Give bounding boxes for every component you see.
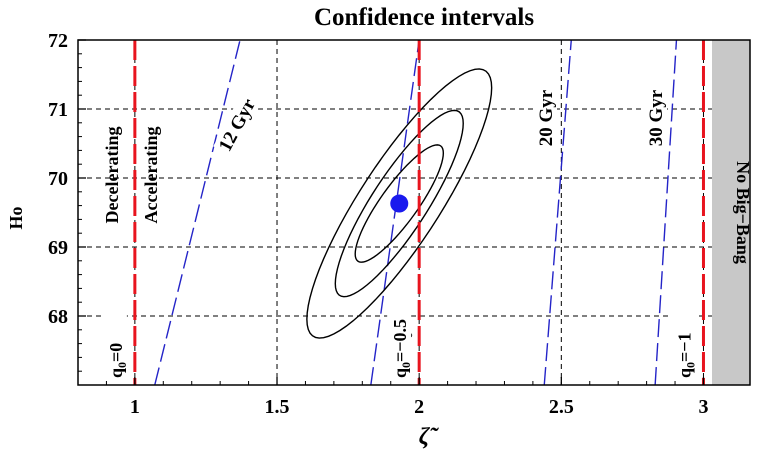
q0-label-bg-0 — [102, 305, 127, 380]
age-label-0: 12 Gyr — [215, 95, 260, 155]
age-label-3: 30 Gyr — [646, 89, 667, 146]
x-tick-label-2: 2 — [414, 396, 424, 418]
y-tick-label-3: 71 — [48, 99, 68, 121]
age-line-1 — [370, 39, 420, 386]
age-label-bg-0 — [213, 93, 261, 157]
y-axis-label: Ho — [6, 206, 26, 229]
axis-ticks: 68 69 70 71 72 1 1.5 2 2.5 3 — [48, 30, 708, 418]
decelerating-label: Decelerating — [102, 127, 122, 224]
x-tick-label-3: 2.5 — [549, 396, 574, 418]
q0-label-1: q0=−0.5 — [390, 319, 413, 378]
annotations: Decelerating Accelerating — [102, 127, 161, 224]
plot-frame — [77, 39, 751, 386]
age-label-bg-3 — [645, 88, 667, 148]
y-tick-label-0: 68 — [48, 306, 68, 328]
x-tick-label-1: 1.5 — [265, 396, 290, 418]
age-label-bg-2 — [535, 88, 557, 148]
contour-1sigma — [354, 144, 445, 263]
contour-3sigma — [306, 68, 493, 339]
deceleration-lines: q0=0 q0=−0.5 q0=−1 — [102, 40, 705, 385]
x-tick-label-0: 1 — [130, 396, 140, 418]
no-big-bang-region — [712, 40, 750, 385]
confidence-contours — [306, 68, 493, 339]
chart-title: Confidence intervals — [314, 4, 534, 31]
contour-2sigma — [334, 109, 464, 298]
x-tick-label-4: 3 — [698, 396, 708, 418]
age-line-0 — [154, 39, 241, 386]
q0-label-2: q0=−1 — [674, 332, 697, 378]
y-tick-label-2: 70 — [48, 168, 68, 190]
age-line-2 — [543, 39, 572, 386]
best-fit-point — [390, 194, 409, 213]
no-big-bang-label: No Big−Bang — [733, 161, 753, 264]
y-tick-label-1: 69 — [48, 237, 68, 259]
best-fit — [390, 194, 409, 213]
y-tick-label-4: 72 — [48, 30, 68, 52]
age-line-3 — [654, 39, 678, 386]
age-label-2: 20 Gyr — [536, 89, 557, 146]
q0-label-0: q0=0 — [106, 343, 129, 378]
accelerating-label: Accelerating — [141, 127, 161, 224]
q0-label-bg-1 — [387, 305, 412, 380]
q0-label-bg-2 — [671, 305, 696, 380]
x-axis-label: ζ̃ — [419, 424, 440, 450]
